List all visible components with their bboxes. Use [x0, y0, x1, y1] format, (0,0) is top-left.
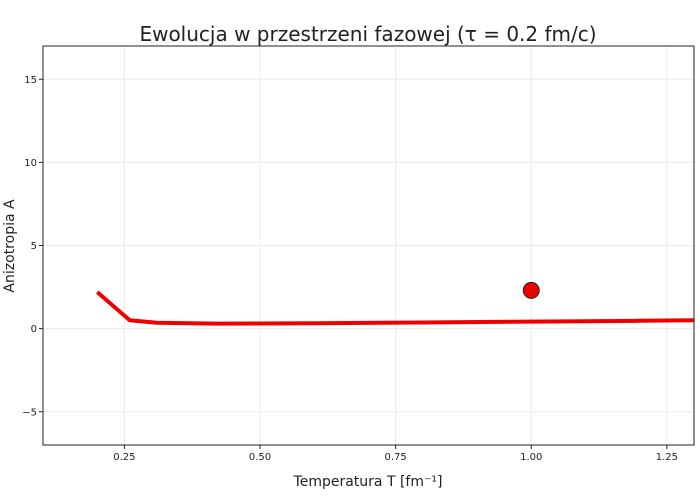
y-tick-label: 5	[31, 241, 37, 252]
grid-lines	[43, 46, 694, 445]
markers-layer	[522, 281, 540, 299]
data-point-marker	[522, 281, 540, 299]
chart-title: Ewolucja w przestrzeni fazowej (τ = 0.2 …	[139, 22, 596, 46]
y-tick-label: 0	[31, 324, 37, 335]
x-axis-ticks: 0.25 0.50 0.75 1.00 1.25	[113, 445, 678, 463]
series-line	[95, 290, 695, 326]
series-layer	[95, 290, 695, 326]
x-tick-label: 1.25	[656, 452, 678, 463]
x-tick-label: 0.25	[113, 452, 135, 463]
x-tick-label: 0.50	[249, 452, 271, 463]
x-tick-label: 1.00	[520, 452, 542, 463]
y-axis-ticks: −5 0 5 10 15	[22, 75, 43, 418]
x-tick-label: 0.75	[384, 452, 406, 463]
y-tick-label: 15	[24, 75, 37, 86]
y-tick-label: 10	[24, 158, 37, 169]
y-tick-label: −5	[22, 407, 37, 418]
y-axis-label: Anizotropia A	[2, 199, 18, 293]
x-axis-label: Temperatura T [fm⁻¹]	[293, 474, 443, 490]
